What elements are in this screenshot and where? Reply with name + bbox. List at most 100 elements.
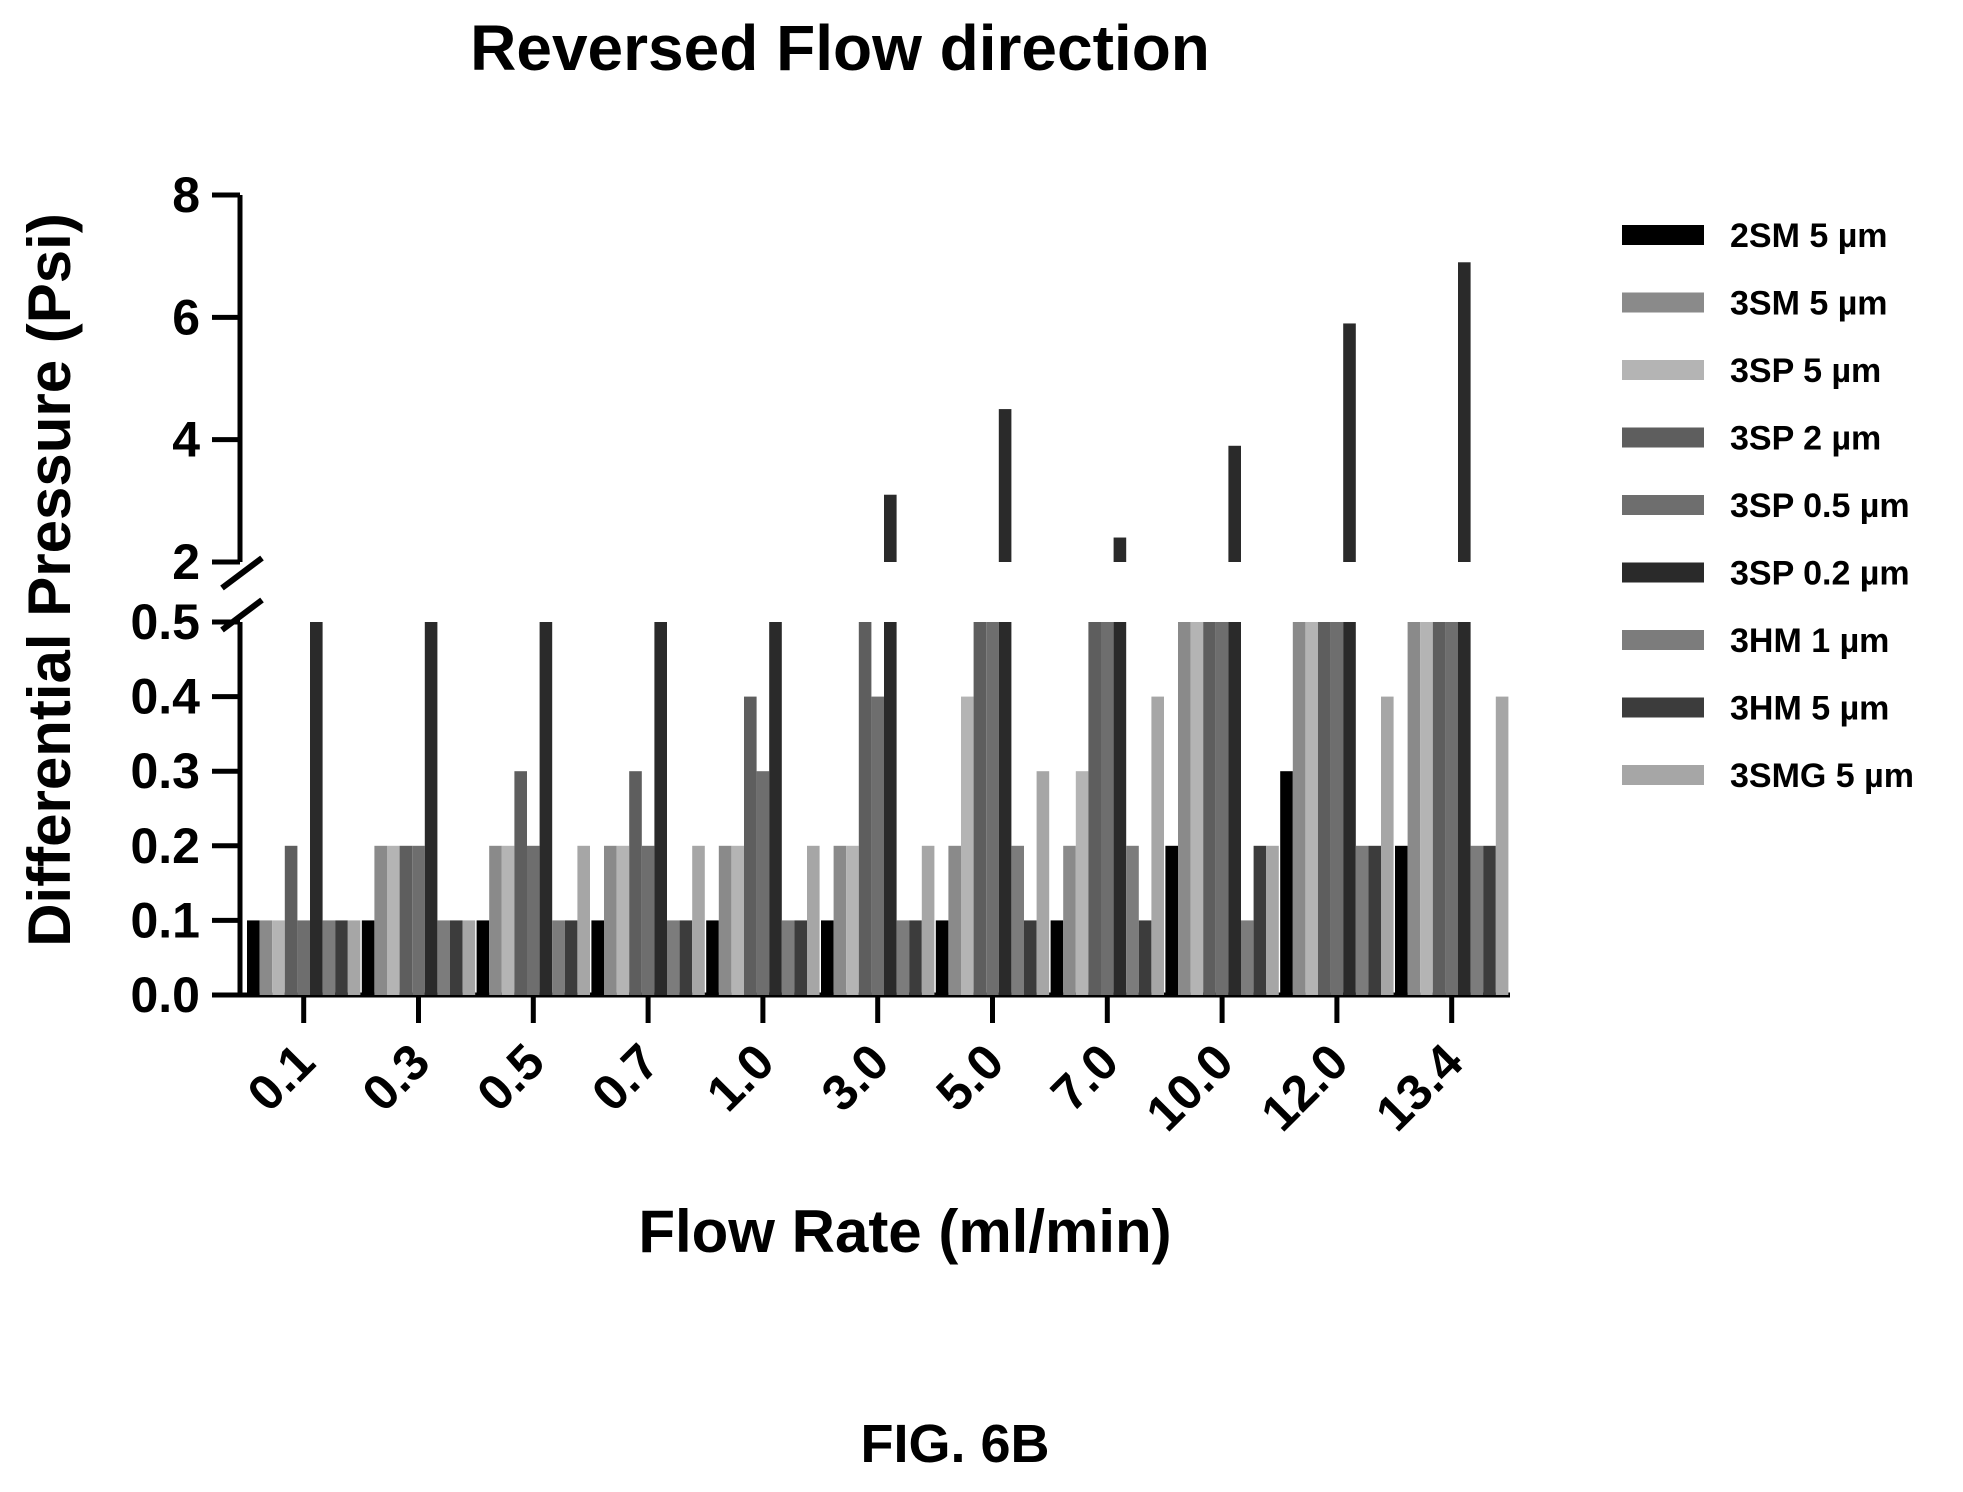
bar (259, 920, 273, 995)
bar (1292, 622, 1306, 995)
bar (896, 920, 910, 995)
bar (1036, 771, 1050, 995)
bar (1420, 622, 1433, 995)
y-axis-title: Differential Pressure (Psi) (16, 213, 83, 947)
x-tick-label: 0.3 (352, 1033, 441, 1122)
bar (489, 845, 502, 995)
bar (948, 845, 961, 995)
bar (679, 920, 693, 995)
bar (1011, 845, 1024, 995)
legend-swatch (1622, 495, 1704, 515)
bar (1203, 622, 1216, 995)
bar (821, 920, 834, 995)
y-tick-label: 0.1 (130, 892, 200, 948)
bar (1368, 845, 1381, 995)
bar (1190, 622, 1204, 995)
bar (424, 622, 438, 995)
bar (604, 845, 617, 995)
x-tick-label: 7.0 (1040, 1033, 1129, 1122)
y-tick-label: 0.0 (130, 967, 200, 1023)
bar (1305, 622, 1318, 995)
bar (1343, 622, 1356, 995)
bar (284, 845, 298, 995)
bar (641, 845, 655, 995)
bar (1151, 696, 1164, 995)
bar (514, 771, 527, 995)
legend-label: 3SP 5 µm (1730, 352, 1881, 390)
bar (998, 622, 1012, 995)
bar (374, 845, 387, 995)
bar (476, 920, 490, 995)
bar (935, 920, 949, 995)
figure-label: FIG. 6B (860, 1414, 1049, 1474)
bar (361, 920, 375, 995)
y-tick-label: 0.4 (130, 669, 200, 725)
bar (1228, 622, 1241, 995)
axis-break-mark (220, 597, 264, 633)
bar (1330, 622, 1344, 995)
bar (718, 845, 732, 995)
bar (1318, 622, 1331, 995)
bar (1165, 845, 1178, 995)
bar (1101, 622, 1114, 995)
bar (1495, 696, 1509, 995)
bar (577, 845, 590, 995)
bar (756, 771, 770, 995)
bar (1050, 920, 1064, 995)
axis-break-mark (220, 555, 264, 591)
bar (706, 920, 719, 995)
bar (807, 845, 820, 995)
bar (527, 845, 540, 995)
bar (501, 845, 515, 995)
legend-label: 3SMG 5 µm (1730, 757, 1914, 795)
legend-label: 3HM 1 µm (1730, 622, 1889, 660)
bar (794, 920, 807, 995)
y-tick-label: 0.3 (130, 743, 200, 799)
bar (871, 696, 884, 995)
bar (781, 920, 795, 995)
y-tick-label: 0.5 (130, 594, 200, 650)
x-tick-label: 12.0 (1250, 1033, 1358, 1141)
bar (399, 845, 413, 995)
y-tick-label: 4 (172, 412, 200, 468)
bar (909, 920, 922, 995)
bar (412, 845, 425, 995)
bar (1253, 845, 1267, 995)
bar (1113, 622, 1127, 995)
bar (437, 920, 450, 995)
y-tick-label: 8 (172, 167, 200, 223)
bar (1075, 771, 1089, 995)
bar (387, 845, 400, 995)
legend-swatch (1622, 292, 1704, 313)
legend-label: 3SP 2 µm (1730, 420, 1881, 458)
y-tick-label: 2 (172, 534, 200, 590)
y-tick-label: 0.2 (130, 818, 200, 874)
bar (1215, 622, 1229, 995)
bar (744, 696, 757, 995)
legend: 2SM 5 µm 3SM 5 µm 3SP 5 µm 3SP 2 µm 3SP 0.5 … (1622, 217, 1914, 795)
bar (884, 622, 897, 995)
bar (1432, 622, 1446, 995)
bar (564, 920, 578, 995)
bar (591, 920, 604, 995)
bar-upper-segment (884, 494, 897, 562)
x-tick-label: 5.0 (926, 1033, 1015, 1122)
bar (986, 622, 999, 995)
chart-title: Reversed Flow direction (470, 12, 1210, 84)
bar (654, 622, 667, 995)
bar (247, 920, 260, 995)
bar (833, 845, 847, 995)
bar (1178, 622, 1191, 995)
legend-swatch (1622, 225, 1704, 245)
bar (769, 622, 782, 995)
bar (921, 845, 935, 995)
bar (846, 845, 859, 995)
bar (973, 622, 987, 995)
bar (1395, 845, 1408, 995)
bar (961, 696, 974, 995)
legend-swatch (1622, 630, 1704, 650)
bar (1126, 845, 1139, 995)
bar (1470, 845, 1484, 995)
legend-swatch (1622, 360, 1704, 380)
